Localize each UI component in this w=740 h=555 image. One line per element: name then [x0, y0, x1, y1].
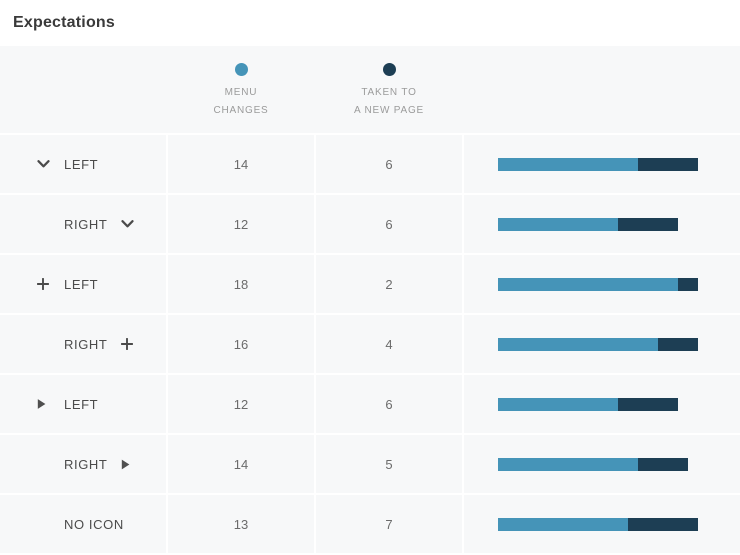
bar-segment-taken-to-new-page[interactable] [618, 217, 678, 231]
menu-changes-dot-icon [234, 63, 248, 76]
legend-label: A NEW PAGE [353, 105, 425, 116]
legend-label: TAKEN TO [361, 87, 417, 98]
table-row: LEFT 18 2 [0, 255, 740, 313]
stacked-bar [498, 157, 698, 171]
new-page-value: 7 [316, 495, 462, 553]
new-page-value: 6 [316, 135, 462, 193]
legend-label: MENU [224, 87, 258, 98]
stacked-bar [498, 217, 678, 231]
bar-cell [464, 495, 740, 553]
menu-changes-value: 18 [168, 255, 314, 313]
bar-segment-menu-changes[interactable] [498, 157, 638, 171]
bar-segment-menu-changes[interactable] [498, 517, 628, 531]
menu-changes-value: 16 [168, 315, 314, 373]
bar-segment-menu-changes[interactable] [498, 277, 678, 291]
row-label: LEFT [64, 156, 99, 172]
table-row: RIGHT 16 4 [0, 315, 740, 373]
row-label-cell: NO ICON [0, 495, 166, 553]
table-row: LEFT 12 6 [0, 375, 740, 433]
chevron-down-icon [37, 160, 50, 168]
bar-segment-taken-to-new-page[interactable] [638, 157, 698, 171]
table-row: RIGHT 12 6 [0, 195, 740, 253]
chevron-down-icon [121, 220, 135, 228]
new-page-value: 6 [316, 375, 462, 433]
bar-cell [464, 135, 740, 193]
row-label: LEFT [64, 396, 99, 412]
triangle-right-icon [37, 399, 46, 410]
menu-changes-value: 13 [168, 495, 314, 553]
plus-icon [37, 278, 49, 290]
results-table: LEFT 14 6 RIGHT 12 6 LEFT 18 2 RIGHT 16 4 LEFT 12 6 RIG… [0, 135, 740, 555]
row-label: NO ICON [64, 516, 124, 532]
legend-menu-changes: MENU CHANGES [168, 46, 314, 133]
bar-cell [464, 255, 740, 313]
bar-segment-taken-to-new-page[interactable] [628, 517, 698, 531]
triangle-right-icon [121, 459, 130, 470]
row-label-cell: RIGHT [0, 315, 166, 373]
row-label: RIGHT [64, 336, 108, 352]
stacked-bar [498, 397, 678, 411]
new-page-dot-icon [382, 63, 396, 76]
bar-cell [464, 195, 740, 253]
row-label: RIGHT [64, 216, 108, 232]
stacked-bar [498, 337, 698, 351]
new-page-value: 2 [316, 255, 462, 313]
page-title: Expectations [13, 14, 115, 31]
row-label-cell: RIGHT [0, 435, 166, 493]
menu-changes-value: 12 [168, 375, 314, 433]
table-row: RIGHT 14 5 [0, 435, 740, 493]
legend-spacer [0, 46, 166, 133]
row-label-cell: LEFT [0, 255, 166, 313]
legend-label: CHANGES [213, 105, 269, 116]
bar-segment-taken-to-new-page[interactable] [618, 397, 678, 411]
table-row: LEFT 14 6 [0, 135, 740, 193]
bar-segment-taken-to-new-page[interactable] [658, 337, 698, 351]
stacked-bar [498, 457, 688, 471]
bar-segment-taken-to-new-page[interactable] [638, 457, 688, 471]
bar-segment-menu-changes[interactable] [498, 337, 658, 351]
bar-cell [464, 375, 740, 433]
bar-segment-menu-changes[interactable] [498, 397, 618, 411]
menu-changes-value: 14 [168, 135, 314, 193]
row-label: LEFT [64, 276, 99, 292]
row-label-cell: LEFT [0, 135, 166, 193]
bar-cell [464, 315, 740, 373]
menu-changes-value: 14 [168, 435, 314, 493]
stacked-bar [498, 277, 698, 291]
row-label-cell: RIGHT [0, 195, 166, 253]
bar-segment-menu-changes[interactable] [498, 217, 618, 231]
new-page-value: 4 [316, 315, 462, 373]
table-row: NO ICON 13 7 [0, 495, 740, 553]
bar-cell [464, 435, 740, 493]
legend-header-row: MENU CHANGES TAKEN TO A NEW PAGE [0, 46, 740, 133]
legend-taken-to-new-page: TAKEN TO A NEW PAGE [316, 46, 462, 133]
stacked-bar [498, 517, 698, 531]
row-label-cell: LEFT [0, 375, 166, 433]
row-label: RIGHT [64, 456, 108, 472]
new-page-value: 6 [316, 195, 462, 253]
widget-titlebar: Expectations [0, 0, 740, 46]
legend-spacer [464, 46, 740, 133]
bar-segment-menu-changes[interactable] [498, 457, 638, 471]
bar-segment-taken-to-new-page[interactable] [678, 277, 698, 291]
menu-changes-value: 12 [168, 195, 314, 253]
new-page-value: 5 [316, 435, 462, 493]
plus-icon [121, 338, 134, 350]
